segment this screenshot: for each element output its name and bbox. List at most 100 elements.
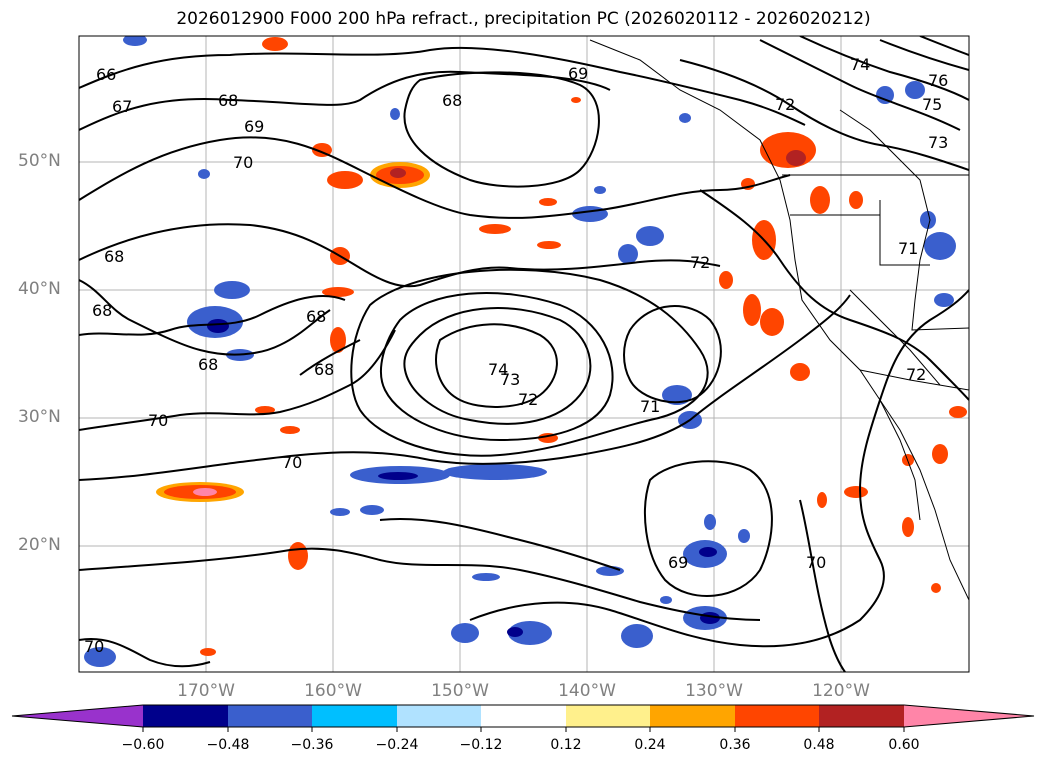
contour-70-south (79, 294, 851, 481)
pos-area (255, 406, 275, 414)
lat-label-30n: 30°N (18, 407, 61, 427)
colorbar-segment (650, 705, 735, 727)
negative-precip-areas (84, 36, 956, 667)
pos-area (390, 168, 406, 178)
contour-label: 69 (244, 117, 264, 136)
contour-73-ne (759, 39, 961, 131)
contour-label: 73 (500, 370, 520, 389)
contour-70 (79, 329, 396, 431)
neg-area (508, 621, 552, 645)
contour-74-loop (435, 323, 558, 408)
neg-area (876, 86, 894, 104)
north-america-coastline (589, 39, 969, 601)
contour-label: 71 (640, 397, 660, 416)
neg-area (594, 186, 606, 194)
pos-area (539, 198, 557, 206)
coastlines (589, 39, 969, 601)
colorbar-tick-label: −0.36 (290, 737, 334, 753)
pos-area (844, 486, 868, 498)
colorbar-segment (735, 705, 819, 727)
neg-area (123, 36, 147, 46)
neg-area (636, 226, 664, 246)
neg-area (360, 505, 384, 515)
neg-area (572, 206, 608, 222)
contour-label: 67 (112, 97, 132, 116)
contour-label: 75 (922, 95, 942, 114)
lon-label-140w: 140°W (558, 681, 616, 701)
neg-area (621, 624, 653, 648)
neg-area (390, 108, 400, 120)
contour-label: 71 (898, 239, 918, 258)
colorbar-tick-label: 0.48 (803, 737, 835, 753)
contour-label: 66 (96, 65, 116, 84)
contour (79, 223, 721, 288)
neg-area (699, 547, 717, 557)
pos-area (743, 294, 761, 326)
contour (79, 46, 806, 126)
lat-label-40n: 40°N (18, 279, 61, 299)
contour-label: 69 (668, 553, 688, 572)
contour-68-southloop (644, 460, 773, 597)
california-border (849, 289, 941, 386)
contour-label: 76 (928, 71, 948, 90)
contour-74-ne (799, 36, 969, 101)
contour-labels: 66 67 68 69 70 68 69 68 72 73 74 75 76 7… (84, 55, 948, 656)
colorbar-segment (481, 705, 566, 727)
colorbar-tick-label: −0.60 (121, 737, 165, 753)
contour-73-loop (403, 307, 592, 425)
map-title: 2026012900 F000 200 hPa refract., precip… (176, 9, 871, 29)
neg-area (472, 573, 500, 581)
pos-area (760, 308, 784, 336)
neg-area (507, 627, 523, 637)
neg-area (618, 244, 638, 264)
contour-label: 68 (314, 360, 334, 379)
lat-label-20n: 20°N (18, 535, 61, 555)
contour-label: 72 (775, 95, 795, 114)
positive-precip-areas (156, 37, 967, 656)
pos-area (571, 97, 581, 103)
lon-label-170w: 170°W (177, 681, 235, 701)
contour-75-ne (879, 39, 969, 71)
contour-label: 68 (92, 301, 112, 320)
lon-label-130w: 130°W (685, 681, 743, 701)
pos-area (810, 186, 830, 214)
contour-label: 70 (148, 411, 168, 430)
pos-area (330, 327, 346, 353)
contour-label: 73 (928, 133, 948, 152)
contour-72-east (699, 189, 969, 401)
neg-area (198, 169, 210, 179)
pos-area (932, 444, 948, 464)
contour (79, 279, 331, 356)
neg-area (214, 281, 250, 299)
colorbar-tick-label: 0.60 (888, 737, 920, 753)
colorbar-ticks (142, 727, 905, 732)
neg-area (660, 596, 672, 604)
contour-70-sw (79, 638, 211, 668)
pos-area (902, 517, 914, 537)
neg-area (920, 211, 936, 229)
colorbar-tick-label: 0.12 (550, 737, 582, 753)
pos-area (817, 492, 827, 508)
contour-label: 68 (218, 91, 238, 110)
colorbar-segment (312, 705, 397, 727)
neg-area (662, 385, 692, 405)
neg-area (934, 293, 954, 307)
contour-70-east (799, 499, 846, 672)
baja-coast (879, 399, 921, 521)
contour-label: 70 (282, 453, 302, 472)
contour-label: 74 (850, 55, 870, 74)
neg-area (679, 113, 691, 123)
contour-68 (79, 294, 346, 336)
pos-area (262, 37, 288, 51)
pos-area (200, 648, 216, 656)
contour-label: 68 (198, 355, 218, 374)
pos-area (949, 406, 967, 418)
colorbar (11, 704, 1035, 732)
contour (379, 518, 621, 571)
contour-71-small (623, 305, 722, 404)
contour-label: 72 (906, 365, 926, 384)
lon-label-120w: 120°W (812, 681, 870, 701)
colorbar-segment (397, 705, 481, 727)
pos-area (479, 224, 511, 234)
contour-label: 70 (84, 637, 104, 656)
